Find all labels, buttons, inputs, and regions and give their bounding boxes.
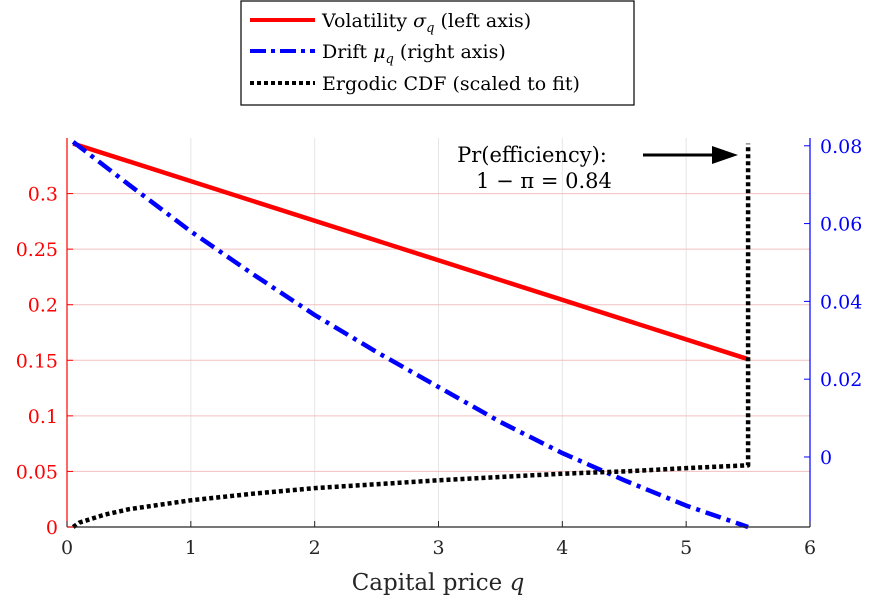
series-group: [71, 140, 751, 530]
grid: [67, 138, 810, 527]
tick-left-0.3: 0.3: [28, 184, 58, 206]
annotation-line1: Pr(efficiency):: [457, 143, 607, 167]
series-cdf: [71, 143, 751, 529]
tick-x-1: 1: [185, 537, 197, 559]
annotation-arrow-head: [712, 146, 738, 164]
legend-label-drift: Drift μq (right axis): [322, 41, 506, 67]
series-drift: [71, 140, 749, 530]
tick-left-0.1: 0.1: [28, 406, 58, 428]
annotation: Pr(efficiency): 1 − π = 0.84: [457, 143, 738, 193]
tick-x-0: 0: [61, 537, 73, 559]
annotation-line2: 1 − π = 0.84: [476, 169, 612, 193]
series-volatility: [72, 141, 749, 362]
tick-right-0.08: 0.08: [820, 136, 862, 158]
tick-x-5: 5: [680, 537, 692, 559]
tick-left-0: 0: [46, 517, 58, 539]
tick-left-0.25: 0.25: [16, 239, 58, 261]
tick-left-0.2: 0.2: [28, 295, 58, 317]
tick-x-2: 2: [309, 537, 321, 559]
tick-right-0.06: 0.06: [820, 214, 862, 236]
legend: Volatility σq (left axis) Drift μq (righ…: [240, 0, 635, 106]
tick-left-0.15: 0.15: [16, 350, 58, 372]
legend-label-cdf: Ergodic CDF (scaled to fit): [322, 73, 580, 95]
tick-x-4: 4: [556, 537, 568, 559]
x-axis-label: Capital price q: [352, 570, 525, 596]
tick-x-6: 6: [804, 537, 816, 559]
tick-right-0.02: 0.02: [820, 369, 862, 391]
tick-right-0: 0: [820, 447, 832, 469]
tick-right-0.04: 0.04: [820, 291, 862, 313]
tick-left-0.05: 0.05: [16, 461, 58, 483]
tick-x-3: 3: [432, 537, 444, 559]
tick-labels: 0 1 2 3 4 5 6 0 0.05 0.1 0.15 0.2 0.25 0.3 0 0.02 0.04 0.…: [16, 136, 863, 559]
